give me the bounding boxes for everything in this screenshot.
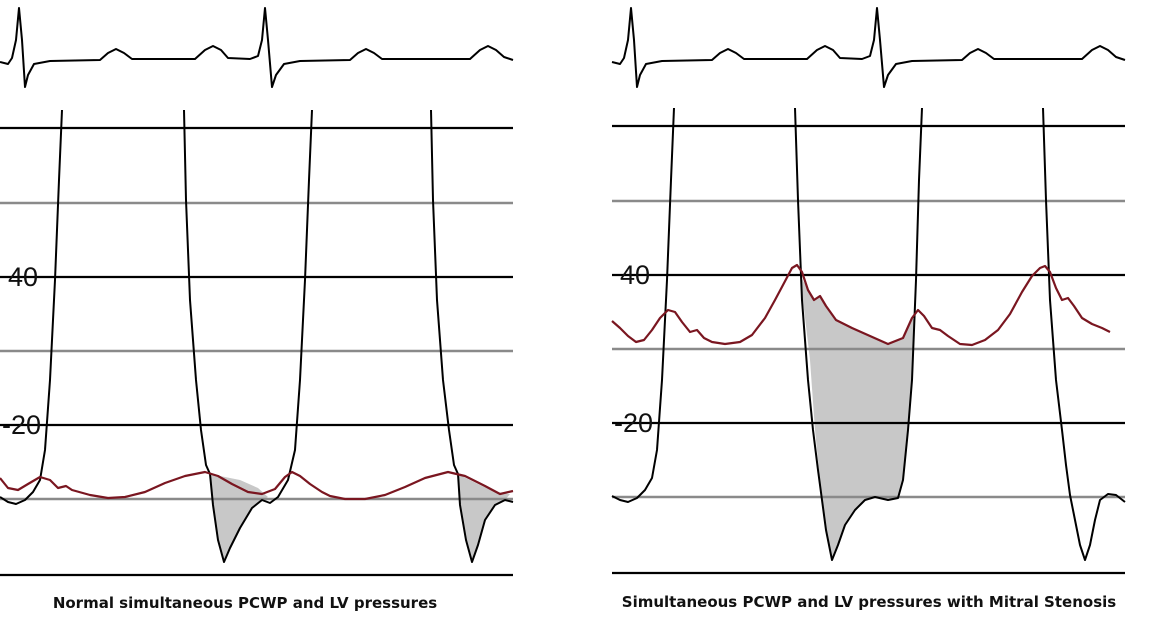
diastolic-gradient-area bbox=[800, 275, 914, 560]
diastolic-gradient-area bbox=[210, 474, 268, 562]
caption-mitral-stenosis: Simultaneous PCWP and LV pressures with … bbox=[622, 593, 1116, 611]
panel-mitral-stenosis: 40 -20 Simultaneous PCWP and LV pressure… bbox=[611, 7, 1126, 611]
tick-label-40: 40 bbox=[8, 262, 38, 292]
tick-label-40: 40 bbox=[620, 260, 650, 290]
pcwp-trace bbox=[0, 470, 514, 501]
pcwp-trace bbox=[611, 263, 1111, 347]
tick-label-minus-20: -20 bbox=[2, 410, 41, 440]
tick-label-minus-20: -20 bbox=[614, 408, 653, 438]
ecg-trace bbox=[611, 7, 1126, 88]
diastolic-gradient-area bbox=[458, 474, 510, 562]
panel-normal: 40 -20 Normal simultaneous PCWP and LV p… bbox=[0, 7, 514, 612]
lv-pressure-trace bbox=[611, 107, 1126, 561]
lv-pressure-trace bbox=[0, 109, 514, 563]
caption-normal: Normal simultaneous PCWP and LV pressure… bbox=[53, 594, 437, 612]
ecg-trace bbox=[0, 7, 514, 88]
